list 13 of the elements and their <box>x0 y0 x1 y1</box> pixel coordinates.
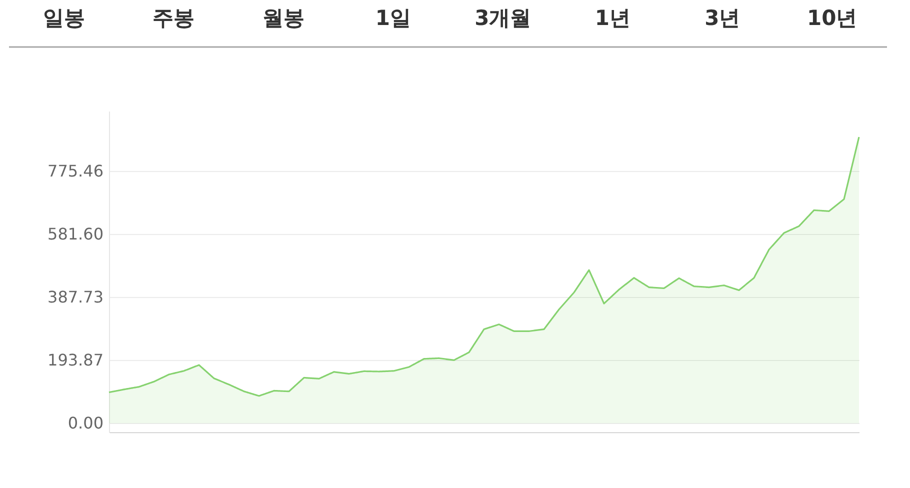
y-tick-label: 775.46 <box>48 162 104 181</box>
text: 일봉 <box>42 6 85 30</box>
y-tick-label: 387.73 <box>48 288 104 307</box>
text: 주봉 <box>152 6 195 30</box>
y-tick-label: 193.87 <box>48 350 104 370</box>
text: 1일 <box>375 6 411 30</box>
text: 3개월 <box>474 6 532 30</box>
text: 3년 <box>704 6 740 30</box>
text: 월봉 <box>262 6 304 30</box>
text: 10년 <box>807 6 858 30</box>
y-tick-label: 581.60 <box>48 224 104 244</box>
text: 1년 <box>594 6 630 30</box>
y-tick-label: 0.00 <box>68 414 104 433</box>
